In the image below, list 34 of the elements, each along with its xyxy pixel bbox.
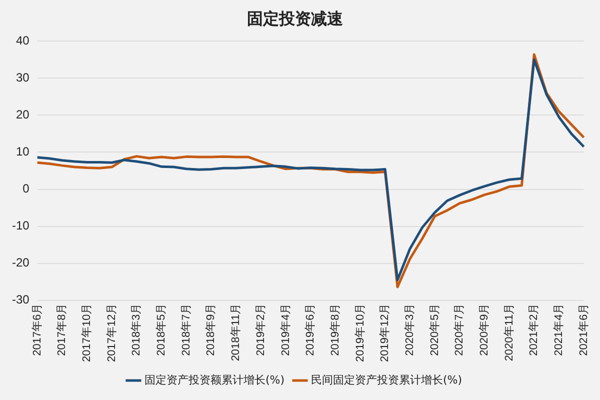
x-tick-label: 2019年10月 [354,303,366,362]
x-tick-label: 2018年5月 [156,303,168,356]
x-tick-label: 2018年7月 [180,303,192,356]
x-tick-label: 2021年4月 [552,303,565,356]
x-tick-label: 2020年5月 [428,303,441,356]
y-tick-label: -30 [12,292,30,307]
x-tick-label: 2019年8月 [329,303,342,356]
x-tick-label: 2019年2月 [254,303,267,356]
y-tick-label: 10 [16,144,30,159]
x-tick-label: 2018年9月 [205,303,218,356]
chart-title: 固定投资减速 [247,8,344,28]
legend-label: 民间固定资产投资累计增长(%) [311,373,462,386]
legend-label: 固定资产投资额累计增长(%) [144,373,285,386]
x-tick-label: 2019年12月 [379,303,392,362]
x-tick-label: 2017年8月 [56,303,68,356]
x-tick-label: 2017年10月 [81,303,94,362]
y-tick-label: 20 [16,108,30,122]
x-tick-label: 2020年9月 [478,303,490,356]
x-tick-label: 2017年12月 [106,303,118,362]
x-tick-label: 2020年11月 [503,303,516,362]
x-tick-label: 2021年2月 [528,303,540,356]
x-tick-label: 2019年4月 [280,303,292,356]
x-tick-label: 2018年11月 [230,303,242,362]
x-tick-label: 2019年6月 [304,303,317,356]
x-tick-label: 2017年6月 [31,303,44,356]
y-tick-label: 40 [16,34,30,48]
x-tick-label: 2018年3月 [130,303,143,356]
x-tick-label: 2020年3月 [404,303,416,356]
y-tick-label: -10 [12,218,30,233]
y-tick-label: -20 [12,256,30,270]
y-tick-label: 30 [16,70,30,85]
x-tick-label: 2021年6月 [578,303,590,356]
y-tick-label: 0 [22,182,30,196]
x-tick-label: 2020年7月 [454,303,466,356]
